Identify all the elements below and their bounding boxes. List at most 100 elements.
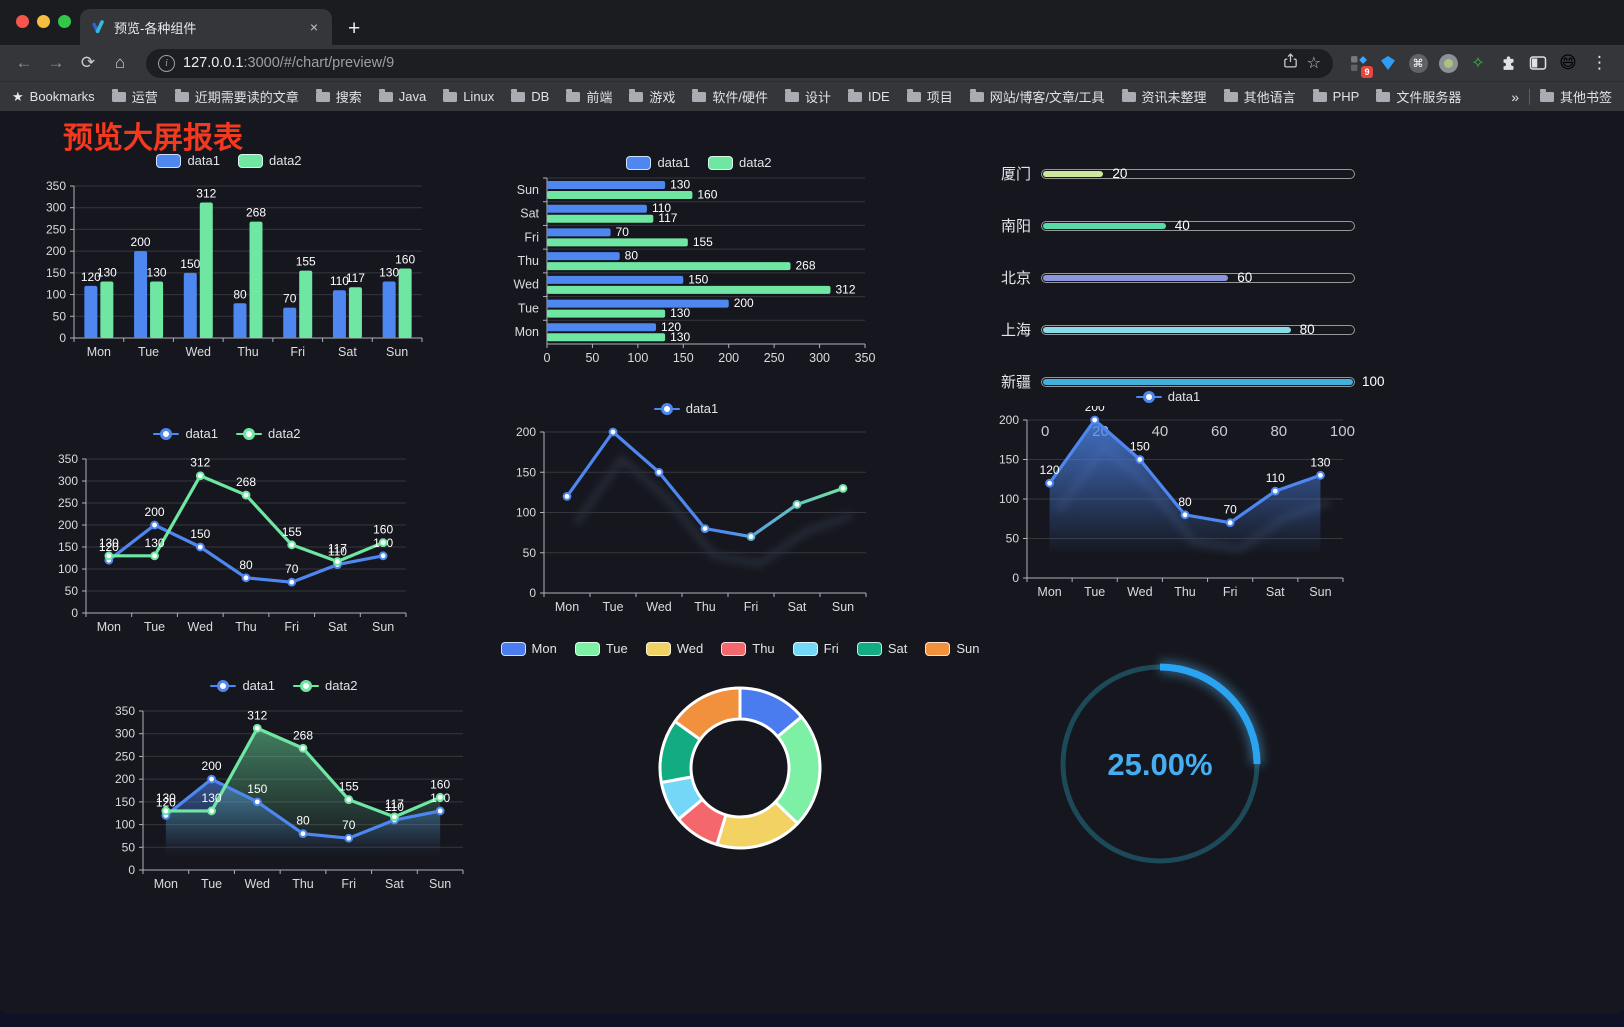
- svg-text:150: 150: [180, 257, 200, 271]
- sidebar-toggle-icon[interactable]: [1525, 50, 1551, 76]
- gauge-canvas[interactable]: 25.00%: [1040, 644, 1280, 884]
- svg-text:Sun: Sun: [832, 600, 854, 614]
- svg-text:150: 150: [688, 272, 708, 286]
- new-tab-button[interactable]: +: [348, 17, 361, 40]
- legend-item-Thu[interactable]: Thu: [721, 641, 775, 656]
- bookmark-item[interactable]: 搜索: [315, 87, 362, 106]
- bookmark-item[interactable]: 文件服务器: [1376, 87, 1461, 106]
- minimize-window-button[interactable]: [37, 15, 50, 28]
- bookmark-item[interactable]: Java: [378, 88, 426, 104]
- legend-item-data1[interactable]: data1: [156, 153, 220, 168]
- bookmark-item[interactable]: PHP: [1312, 88, 1360, 104]
- bookmark-item[interactable]: 游戏: [629, 87, 675, 106]
- bookmark-item[interactable]: DB: [511, 88, 549, 104]
- legend-item-Tue[interactable]: Tue: [574, 641, 628, 656]
- extension-command-icon[interactable]: ⌘: [1405, 50, 1431, 76]
- chart-bar-vertical[interactable]: data1 data2 0 50 100 150 200 250 300 350 Mon Tue Wed…: [28, 153, 430, 373]
- other-bookmarks-label: 其他书签: [1559, 90, 1612, 105]
- svg-text:80: 80: [233, 287, 247, 301]
- extension-star-icon[interactable]: ✧: [1471, 55, 1485, 72]
- bookmark-item[interactable]: 网站/博客/文章/工具: [969, 87, 1105, 106]
- browser-menu-icon[interactable]: ⋮: [1591, 53, 1608, 72]
- chart-area-double[interactable]: data1 data2 0 50 100 150 200 250 300 350 Mon Tue Wed…: [93, 678, 475, 907]
- legend-item-data1[interactable]: data1: [626, 155, 690, 170]
- profile-avatar[interactable]: 😄: [1559, 53, 1577, 72]
- bookmark-item[interactable]: 资讯未整理: [1121, 87, 1207, 106]
- legend-item-Mon[interactable]: Mon: [500, 641, 557, 656]
- chart-line-gradient[interactable]: data1 0 50 100 150 200 Mon Tue Wed Thu Fri Sat Sun: [496, 401, 876, 630]
- extensions-puzzle-icon[interactable]: [1495, 50, 1521, 76]
- close-tab-icon[interactable]: ×: [309, 19, 318, 35]
- bookmarks-overflow-chevron[interactable]: »: [1511, 88, 1519, 105]
- back-icon[interactable]: ←: [15, 53, 33, 72]
- svg-text:Wed: Wed: [188, 620, 214, 634]
- svg-text:250: 250: [46, 222, 66, 236]
- bookmark-item[interactable]: 设计: [785, 87, 831, 106]
- share-icon[interactable]: [1282, 52, 1299, 74]
- chart-line-double[interactable]: data1 data2 0 50 100 150 200 250 300 350 Mon Tue Wed…: [36, 426, 418, 648]
- chart-line-area[interactable]: data1 0 50 100 150 200 Mon Tue Wed Thu Fri Sat Sun 12…: [981, 389, 1355, 611]
- other-bookmarks-folder[interactable]: 其他书签: [1539, 87, 1612, 106]
- bookmark-item[interactable]: 前端: [566, 87, 612, 106]
- chart-progress-bars[interactable]: 厦门 20 南阳 40 北京 60 上海 80 新疆 100 0 20 40 60 80 100: [993, 163, 1385, 441]
- chart-gauge[interactable]: 25.00%: [1040, 644, 1280, 889]
- legend-item-Sun[interactable]: Sun: [925, 641, 979, 656]
- svg-text:155: 155: [339, 780, 359, 794]
- svg-text:Mon: Mon: [97, 620, 121, 634]
- svg-text:200: 200: [202, 759, 222, 773]
- progress-track[interactable]: 100: [1041, 374, 1385, 389]
- line-chart-canvas[interactable]: 0 50 100 150 200 Mon Tue Wed Thu Fri Sat Sun: [496, 418, 876, 625]
- bookmark-item[interactable]: Linux: [443, 88, 494, 104]
- progress-track[interactable]: 40: [1041, 217, 1355, 233]
- legend-item-data2[interactable]: data2: [293, 678, 358, 693]
- progress-fill: [1043, 274, 1229, 281]
- legend-item-Sat[interactable]: Sat: [856, 641, 907, 656]
- bookmark-item[interactable]: 项目: [906, 87, 953, 106]
- bookmark-star-icon[interactable]: ☆: [1306, 55, 1321, 72]
- address-bar[interactable]: i 127.0.0.1:3000/#/chart/preview/9 ☆: [146, 48, 1333, 78]
- bookmark-item[interactable]: 运营: [111, 87, 158, 106]
- folder-icon: [1121, 88, 1136, 102]
- bookmark-item[interactable]: IDE: [848, 88, 890, 104]
- legend-item-data1[interactable]: data1: [1135, 389, 1200, 404]
- chart-donut[interactable]: Mon Tue Wed Thu Fri Sat Sun: [500, 641, 979, 880]
- reload-icon[interactable]: ⟳: [80, 53, 96, 72]
- bar-chart-canvas[interactable]: 0 50 100 150 200 250 300 350 Mon Tue Wed Thu Fri Sat S…: [28, 170, 430, 368]
- legend-item-data1[interactable]: data1: [653, 401, 718, 416]
- home-icon[interactable]: ⌂: [114, 53, 126, 72]
- legend-item-data1[interactable]: data1: [210, 678, 275, 693]
- extension-record-icon[interactable]: [1435, 50, 1461, 76]
- svg-text:Sat: Sat: [1266, 585, 1285, 599]
- bookmark-item[interactable]: 软件/硬件: [692, 87, 768, 106]
- legend-item-data2[interactable]: data2: [236, 426, 301, 441]
- progress-track[interactable]: 60: [1041, 270, 1355, 285]
- legend-item-data2[interactable]: data2: [708, 155, 772, 170]
- progress-track[interactable]: 80: [1041, 322, 1355, 337]
- svg-text:Sun: Sun: [429, 877, 451, 891]
- legend-item-data2[interactable]: data2: [238, 153, 302, 168]
- progress-track[interactable]: 20: [1041, 166, 1355, 181]
- svg-text:Tue: Tue: [144, 620, 165, 634]
- browser-tab[interactable]: 预览-各种组件 ×: [80, 9, 332, 45]
- extension-gem-icon[interactable]: [1375, 50, 1401, 76]
- line-chart-canvas[interactable]: 0 50 100 150 200 250 300 350 Mon Tue Wed Thu Fri Sat S…: [36, 443, 418, 643]
- bookmark-item[interactable]: 其他语言: [1223, 87, 1296, 106]
- line-chart-canvas[interactable]: 0 50 100 150 200 Mon Tue Wed Thu Fri Sat Sun 120 200 1…: [981, 400, 1355, 606]
- legend-item-Wed[interactable]: Wed: [645, 641, 703, 656]
- close-window-button[interactable]: [16, 15, 29, 28]
- donut-canvas[interactable]: [624, 662, 856, 880]
- chart-bar-horizontal[interactable]: data1 data2 0 50 100 150 200 250 300 350 Mon 120 130…: [503, 155, 895, 379]
- site-info-icon[interactable]: i: [158, 54, 175, 72]
- bookmarks-root[interactable]: ★ Bookmarks: [12, 89, 95, 105]
- bookmark-label: 前端: [586, 90, 613, 105]
- bookmark-label: PHP: [1332, 89, 1360, 104]
- legend-item-Fri[interactable]: Fri: [792, 641, 839, 656]
- line-chart-canvas[interactable]: 0 50 100 150 200 250 300 350 Mon Tue Wed Thu Fri Sat S…: [93, 695, 475, 902]
- extension-grid-icon[interactable]: 9: [1345, 50, 1373, 78]
- legend-item-data1[interactable]: data1: [153, 426, 218, 441]
- progress-value: 40: [1174, 217, 1190, 233]
- zoom-window-button[interactable]: [58, 15, 71, 28]
- bookmark-item[interactable]: 近期需要读的文章: [174, 87, 299, 106]
- forward-icon[interactable]: →: [47, 53, 65, 72]
